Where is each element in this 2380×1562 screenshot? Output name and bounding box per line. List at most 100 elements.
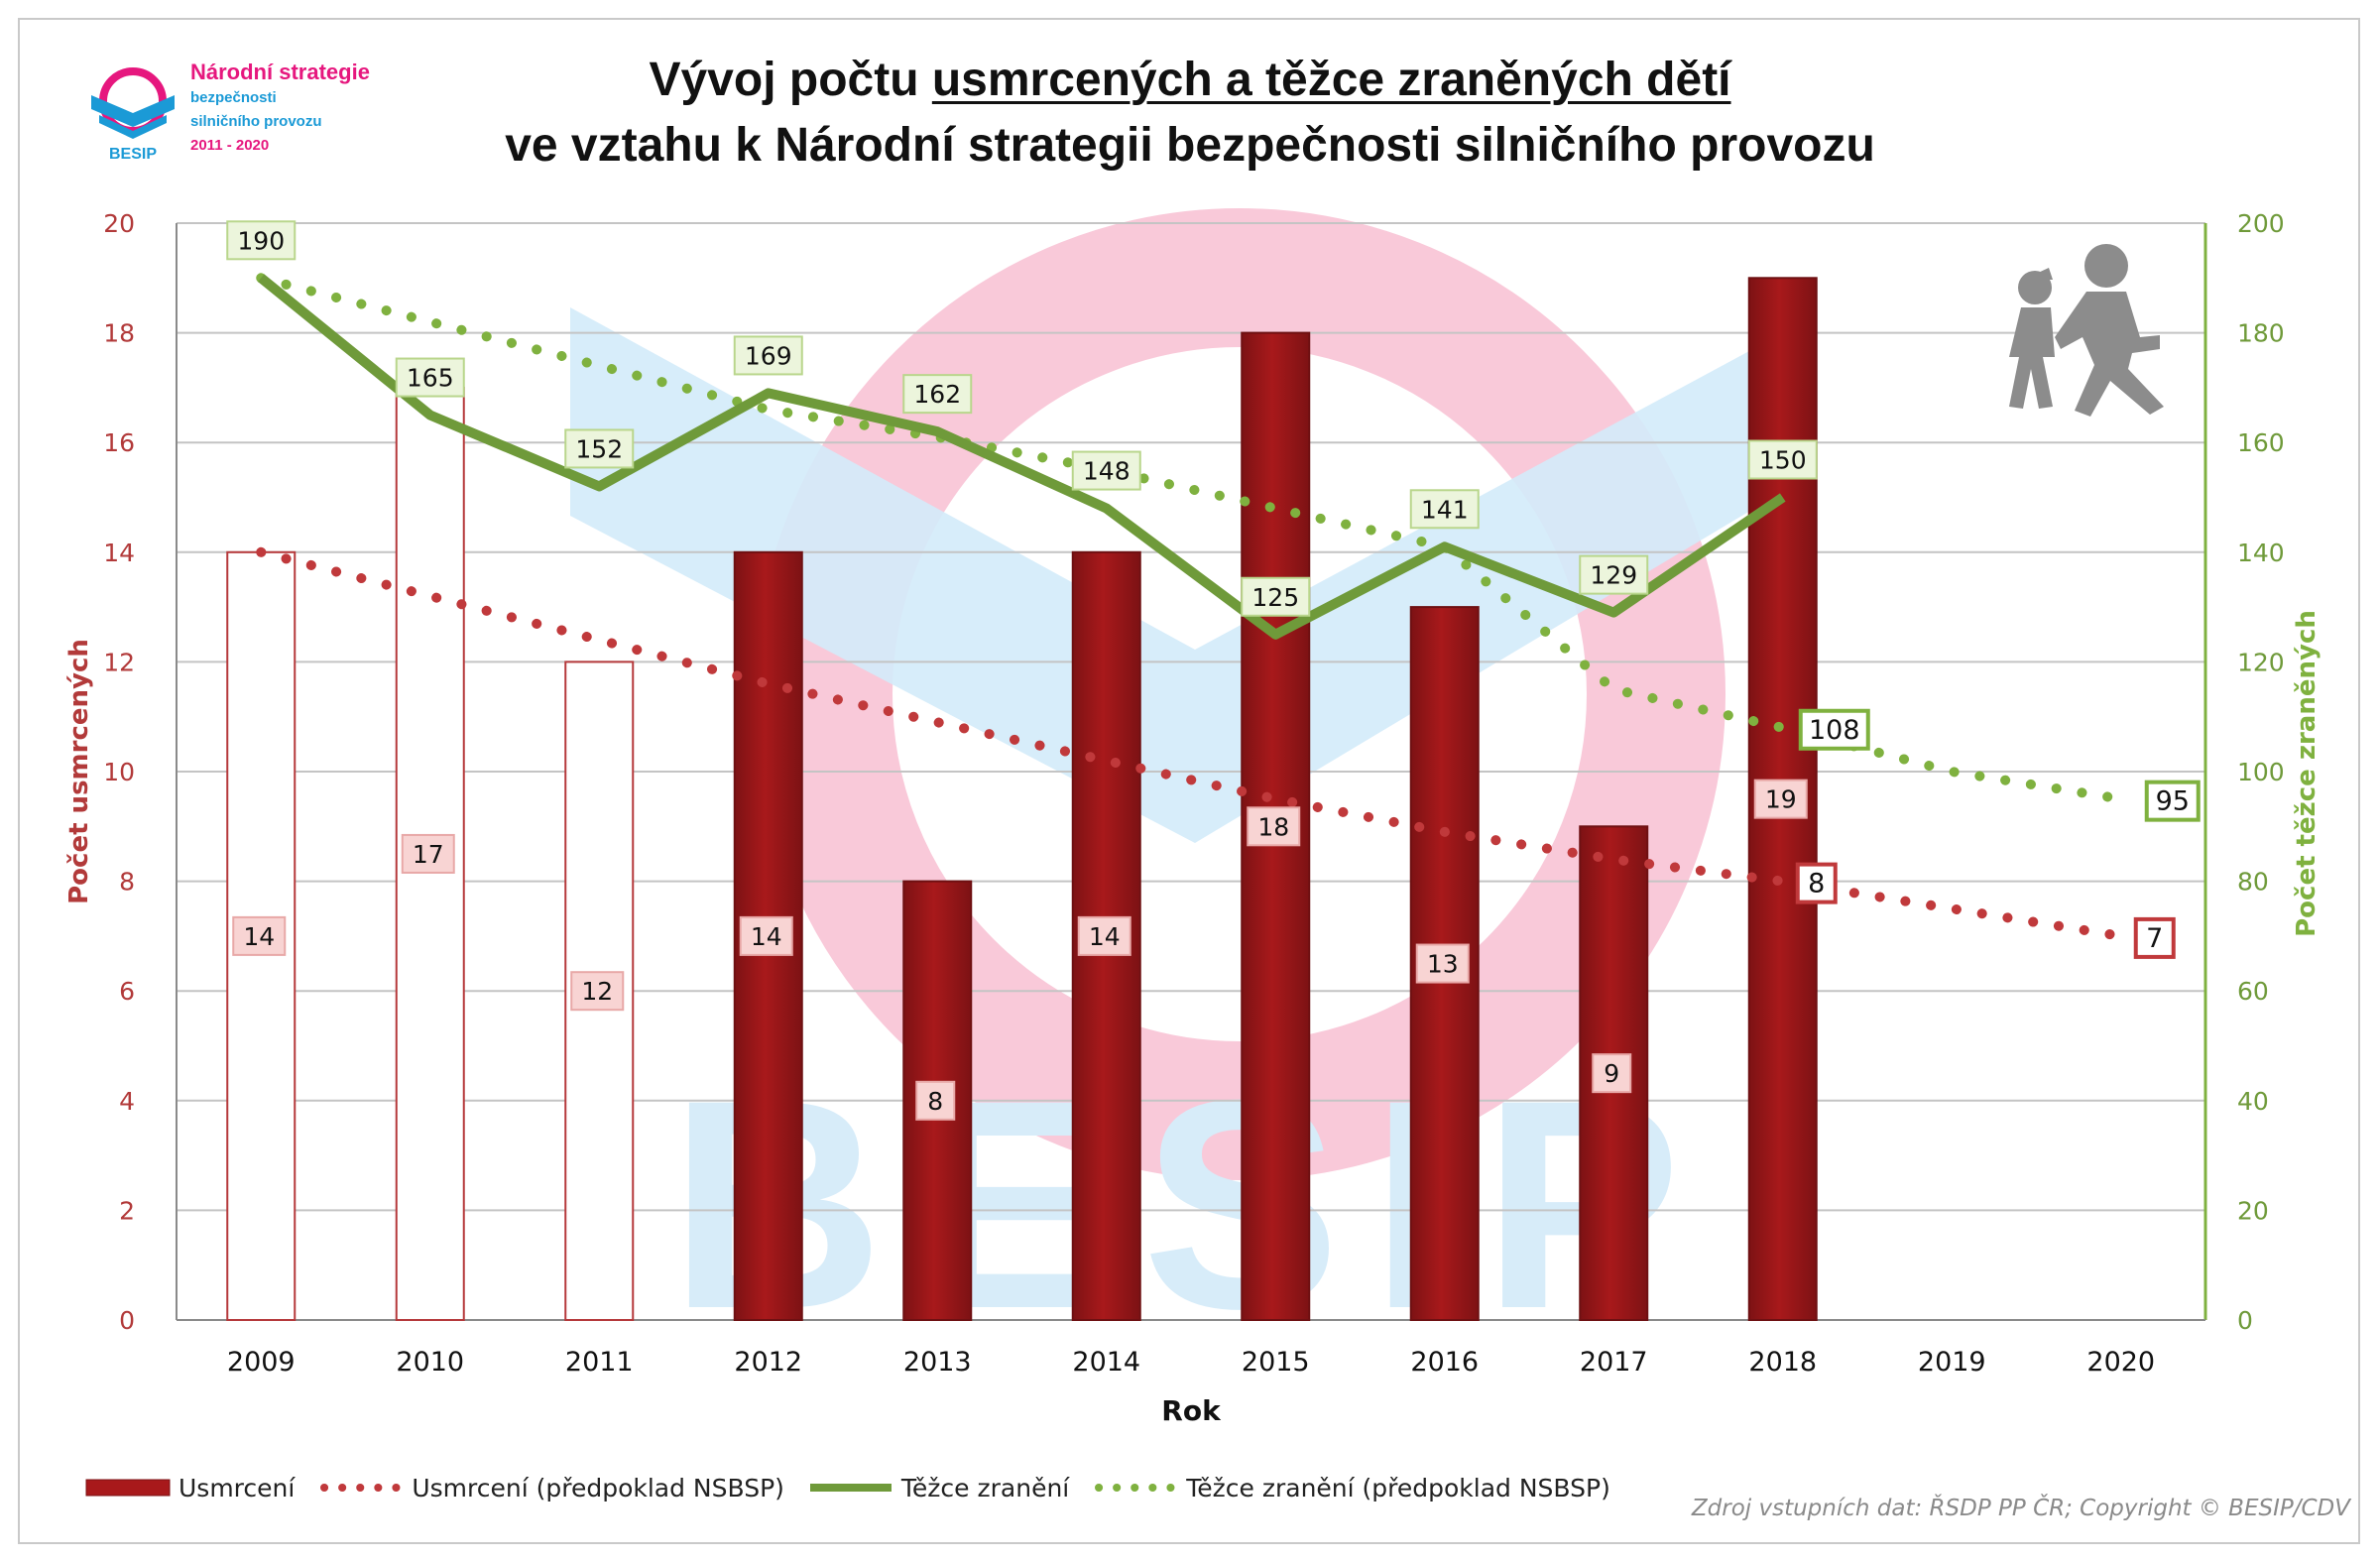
injured-trend-label: 95 <box>2144 780 2201 822</box>
y-left-tick-label: 10 <box>103 758 135 786</box>
injured-data-label-box <box>1579 554 1649 595</box>
y-left-tick-label: 8 <box>119 868 135 897</box>
injured-data-label-text: 141 <box>1421 495 1469 524</box>
injured-data-label: 141 <box>1409 489 1480 530</box>
legend-swatch-killed-trend <box>320 1484 405 1492</box>
injured-trend-label-text: 108 <box>1809 715 1860 746</box>
x-tick-label: 2020 <box>2086 1347 2155 1378</box>
y-right-tick-label: 40 <box>2237 1087 2269 1116</box>
y-left-tick-label: 12 <box>103 648 135 676</box>
y-left-tick-label: 18 <box>103 319 135 348</box>
legend-swatch-injured-trend <box>1095 1484 1179 1492</box>
y-right-tick-label: 120 <box>2237 648 2285 676</box>
injured-data-label: 150 <box>1747 439 1818 480</box>
bar-data-label-box <box>232 915 287 956</box>
legend-swatch-injured <box>809 1484 892 1492</box>
injured-data-label-box <box>1747 439 1818 480</box>
y-right-tick-label: 0 <box>2237 1306 2253 1335</box>
bar-data-label: 13 <box>1415 943 1470 984</box>
chart-title: Vývoj počtu usmrcených a těžce zraněných… <box>0 48 2380 179</box>
bar-data-label: 9 <box>1592 1053 1632 1094</box>
logo-mark: BESIP <box>109 146 157 163</box>
killed-trend-label-text: 7 <box>2146 923 2163 954</box>
y-left-tick-label: 0 <box>119 1306 135 1335</box>
injured-trend-label-text: 95 <box>2156 786 2190 817</box>
injured-trend-label-box <box>2144 780 2201 822</box>
bar-data-label-text: 14 <box>751 922 782 951</box>
bar-data-label-text: 13 <box>1427 950 1459 979</box>
bar-data-label: 12 <box>570 971 625 1012</box>
bar-data-label: 18 <box>1247 806 1301 847</box>
children-walking-icon <box>2009 244 2164 417</box>
injured-data-label-box <box>1409 489 1480 530</box>
legend-item-killed: Usmrcení <box>85 1474 295 1502</box>
injured-data-label: 152 <box>564 428 635 469</box>
bar-data-label-text: 14 <box>1089 922 1121 951</box>
killed-trend-line <box>256 546 2126 941</box>
killed-trend-label-box <box>2133 916 2176 959</box>
besip-logo-icon: BESIP <box>91 67 175 163</box>
y-left-tick-label: 20 <box>103 209 135 238</box>
y-right-tick-label: 140 <box>2237 539 2285 567</box>
child-body-large <box>2055 292 2164 417</box>
injured-data-label-box <box>226 220 297 261</box>
bar-data-label-box <box>401 833 455 874</box>
injured-data-label-text: 125 <box>1251 583 1299 612</box>
injured-data-label-box <box>1241 576 1311 617</box>
child-bow <box>2023 268 2053 280</box>
bar-data-label-text: 19 <box>1765 785 1797 814</box>
injured-data-label-text: 162 <box>913 380 961 409</box>
killed-trend-label: 7 <box>2133 916 2176 959</box>
bar-data-label-box <box>570 971 625 1012</box>
bar-data-label-text: 18 <box>1257 812 1289 841</box>
injured-data-label-text: 169 <box>745 341 792 370</box>
killed-trend-label-box <box>1795 862 1838 904</box>
child-head-large <box>2084 244 2128 288</box>
watermark-text: BESIP <box>669 1037 1711 1371</box>
y-right-tick-label: 100 <box>2237 758 2285 786</box>
x-tick-label: 2011 <box>565 1347 634 1378</box>
injured-data-label-box <box>902 374 973 415</box>
bar-data-label-box <box>1077 915 1131 956</box>
watermark: BESIP <box>570 208 1775 1371</box>
legend-label-injured: Těžce zranění <box>900 1473 1070 1502</box>
bar-data-label-box <box>1753 779 1808 819</box>
y-left-tick-label: 14 <box>103 539 135 567</box>
legend-item-injured: Těžce zranění <box>808 1474 1069 1502</box>
injured-data-label: 165 <box>395 357 465 398</box>
injured-data-label-box <box>733 335 803 376</box>
bar-data-label-box <box>739 915 793 956</box>
injured-data-label: 190 <box>226 220 297 261</box>
y-left-axis-title: Počet usmrcených <box>64 639 94 904</box>
y-left-tick-label: 6 <box>119 977 135 1006</box>
x-tick-label: 2010 <box>396 1347 464 1378</box>
y-left-tick-label: 2 <box>119 1196 135 1225</box>
killed-trend-label: 8 <box>1795 862 1838 904</box>
y-right-tick-label: 180 <box>2237 319 2285 348</box>
y-right-tick-label: 160 <box>2237 428 2285 457</box>
injured-data-label-text: 148 <box>1083 457 1130 486</box>
injured-data-label: 129 <box>1579 554 1649 595</box>
x-tick-label: 2017 <box>1580 1347 1648 1378</box>
injured-data-label-box <box>564 428 635 469</box>
injured-data-label-text: 152 <box>575 434 623 463</box>
legend-swatch-killed <box>85 1479 171 1497</box>
injured-trend-label: 108 <box>1798 708 1870 751</box>
injured-data-label: 125 <box>1241 576 1311 617</box>
y-right-tick-label: 60 <box>2237 977 2269 1006</box>
injured-trend-label-box <box>1798 708 1870 751</box>
title-line-1-underlined: usmrcených a těžce zraněných dětí <box>931 54 1731 106</box>
watermark-ring <box>754 208 1726 1180</box>
bar-data-label: 14 <box>232 915 287 956</box>
bar-data-label-box <box>1592 1053 1632 1094</box>
injured-data-label: 169 <box>733 335 803 376</box>
x-tick-label: 2012 <box>734 1347 802 1378</box>
injured-data-label-box <box>395 357 465 398</box>
legend-label-killed-trend: Usmrcení (předpoklad NSBSP) <box>412 1473 784 1502</box>
logo-line-3: silničního provozu <box>190 113 322 130</box>
injured-data-label-box <box>1071 450 1141 491</box>
y-right-axis-title: Počet těžce zraněných <box>2292 610 2321 937</box>
injured-data-label-text: 190 <box>237 226 285 255</box>
y-right-tick-label: 80 <box>2237 868 2269 897</box>
logo-line-4: 2011 - 2020 <box>190 137 270 154</box>
